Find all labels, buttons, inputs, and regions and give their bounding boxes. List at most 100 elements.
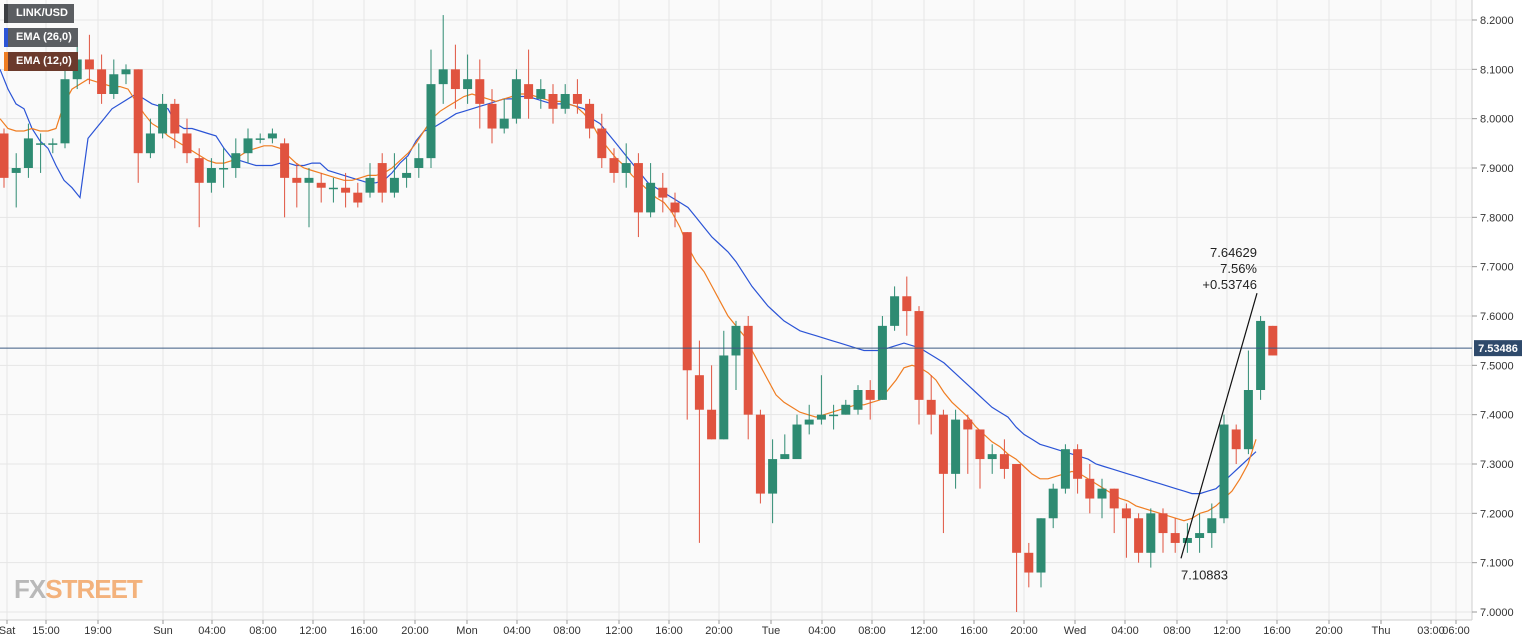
candle[interactable] xyxy=(438,15,448,104)
candle[interactable] xyxy=(292,163,302,208)
legend-symbol[interactable]: LINK/USD xyxy=(4,4,78,23)
candle[interactable] xyxy=(60,59,70,149)
candle[interactable] xyxy=(682,232,692,420)
candle[interactable] xyxy=(633,153,643,238)
candle[interactable] xyxy=(731,320,741,390)
candle[interactable] xyxy=(572,79,582,114)
candle[interactable] xyxy=(84,34,94,85)
candle[interactable] xyxy=(1256,316,1266,400)
candle[interactable] xyxy=(829,404,839,430)
candle[interactable] xyxy=(487,89,497,144)
candle[interactable] xyxy=(341,172,351,208)
candle[interactable] xyxy=(121,64,131,85)
candle[interactable] xyxy=(890,286,900,331)
candle[interactable] xyxy=(426,49,436,168)
candle[interactable] xyxy=(243,128,253,164)
candle[interactable] xyxy=(267,128,277,144)
candle[interactable] xyxy=(1109,488,1119,534)
candle[interactable] xyxy=(926,375,936,435)
candle[interactable] xyxy=(231,138,241,178)
candle[interactable] xyxy=(816,375,826,425)
candle[interactable] xyxy=(402,158,412,188)
candle[interactable] xyxy=(877,316,887,400)
candle[interactable] xyxy=(1121,503,1131,558)
candle[interactable] xyxy=(316,172,326,203)
candle[interactable] xyxy=(975,429,985,489)
candle[interactable] xyxy=(475,59,485,129)
candle[interactable] xyxy=(377,153,387,203)
candle[interactable] xyxy=(658,172,668,213)
candle[interactable] xyxy=(755,409,765,504)
candle[interactable] xyxy=(194,148,204,228)
candle[interactable] xyxy=(951,409,961,489)
candle[interactable] xyxy=(1243,350,1253,455)
candle[interactable] xyxy=(109,59,119,99)
candle[interactable] xyxy=(1207,503,1217,548)
candle[interactable] xyxy=(768,439,778,524)
candle[interactable] xyxy=(902,276,912,336)
candle[interactable] xyxy=(1134,513,1144,563)
candle[interactable] xyxy=(1231,424,1241,464)
candle[interactable] xyxy=(914,306,924,425)
candle[interactable] xyxy=(1268,325,1278,356)
candle[interactable] xyxy=(36,133,46,173)
candle[interactable] xyxy=(707,365,717,440)
candle[interactable] xyxy=(255,133,265,144)
candle[interactable] xyxy=(987,444,997,474)
candle[interactable] xyxy=(670,192,680,228)
candle[interactable] xyxy=(1146,508,1156,568)
candle[interactable] xyxy=(938,409,948,534)
candle[interactable] xyxy=(621,143,631,188)
candle[interactable] xyxy=(280,138,290,218)
candle[interactable] xyxy=(206,158,216,193)
candle[interactable] xyxy=(1195,513,1205,553)
candle[interactable] xyxy=(743,316,753,440)
candle[interactable] xyxy=(1060,444,1070,494)
candle[interactable] xyxy=(1097,478,1107,519)
candle[interactable] xyxy=(450,44,460,109)
candle[interactable] xyxy=(963,414,973,474)
candle[interactable] xyxy=(804,404,814,435)
candle[interactable] xyxy=(158,94,168,139)
candle[interactable] xyxy=(1073,444,1083,494)
candle[interactable] xyxy=(1036,518,1046,588)
candle[interactable] xyxy=(792,414,802,460)
candle[interactable] xyxy=(1048,483,1058,529)
candle[interactable] xyxy=(780,434,790,460)
candle[interactable] xyxy=(560,84,570,114)
candle[interactable] xyxy=(133,69,143,183)
candle[interactable] xyxy=(1024,542,1034,588)
candle[interactable] xyxy=(1085,464,1095,514)
candle[interactable] xyxy=(609,148,619,183)
candle[interactable] xyxy=(646,163,656,218)
candle[interactable] xyxy=(463,54,473,104)
candle[interactable] xyxy=(865,380,875,420)
candle[interactable] xyxy=(1219,414,1229,524)
candle[interactable] xyxy=(597,113,607,168)
candle[interactable] xyxy=(97,54,107,104)
candle[interactable] xyxy=(853,385,863,415)
candle[interactable] xyxy=(1170,518,1180,553)
candle[interactable] xyxy=(524,49,534,119)
candle[interactable] xyxy=(328,177,338,203)
candle[interactable] xyxy=(1158,508,1168,553)
candle[interactable] xyxy=(11,153,21,208)
candle[interactable] xyxy=(511,69,521,124)
candle[interactable] xyxy=(0,128,9,188)
candle[interactable] xyxy=(304,168,314,228)
candle[interactable] xyxy=(548,84,558,124)
candle[interactable] xyxy=(389,153,399,198)
candle[interactable] xyxy=(719,330,729,440)
legend-ema12[interactable]: EMA (12,0) xyxy=(4,52,78,71)
candle[interactable] xyxy=(414,143,424,178)
candle[interactable] xyxy=(170,98,180,149)
candle[interactable] xyxy=(219,148,229,188)
candle[interactable] xyxy=(999,439,1009,479)
candle[interactable] xyxy=(48,138,58,154)
legend-ema26[interactable]: EMA (26,0) xyxy=(4,28,78,47)
candle[interactable] xyxy=(841,399,851,415)
candle[interactable] xyxy=(694,340,704,543)
candle[interactable] xyxy=(1012,464,1022,612)
